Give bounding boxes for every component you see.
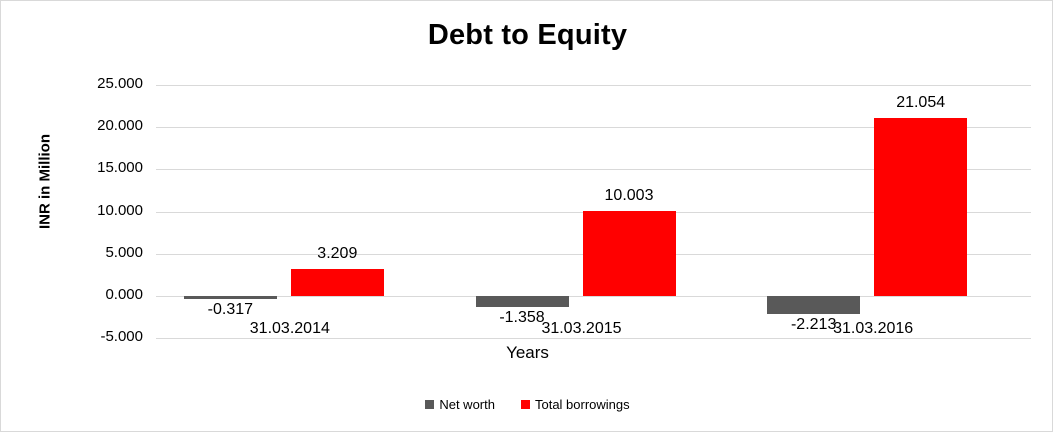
gridline	[156, 127, 1031, 129]
gridline	[156, 338, 1031, 339]
bar-total-borrowings	[290, 268, 384, 296]
chart-legend: Net worth Total borrowings	[1, 397, 1052, 412]
chart-title: Debt to Equity	[427, 19, 628, 51]
gridline	[156, 295, 1031, 297]
legend-swatch-icon	[425, 400, 435, 409]
y-axis-tick-label: 25.000	[97, 75, 143, 92]
y-axis-tick-label: 10.000	[97, 201, 143, 219]
data-label: -2.213	[790, 316, 837, 334]
data-label: 21.054	[896, 94, 946, 112]
x-axis-category-label: 31.03.2016	[833, 319, 914, 337]
legend-label: Total borrowings	[534, 397, 630, 412]
y-axis-tick-label: 0.000	[105, 285, 143, 303]
bar-total-borrowings	[874, 118, 968, 296]
bar-total-borrowings	[582, 211, 676, 296]
y-axis-tick-label: 15.000	[97, 159, 143, 177]
legend-item-total-borrowings[interactable]: Total borrowings	[520, 397, 630, 412]
gridline	[156, 85, 1031, 86]
bar-net-worth	[767, 295, 861, 315]
data-label: -0.317	[207, 300, 254, 318]
data-label: 3.209	[317, 244, 358, 262]
legend-swatch-icon	[520, 400, 530, 409]
bar-net-worth	[183, 295, 277, 299]
gridline	[156, 169, 1031, 171]
y-axis-tick-label: 20.000	[97, 117, 143, 135]
y-axis-tick-label: -5.000	[100, 328, 143, 345]
x-axis-title: Years	[506, 343, 549, 362]
y-axis-tick-label: 5.000	[105, 243, 143, 261]
data-label: -1.358	[499, 309, 545, 327]
data-label: 10.003	[604, 187, 654, 205]
x-axis-category-label: 31.03.2015	[541, 319, 622, 337]
plot-area: 25.000 20.000 15.000 10.000 5.000 0.000 -5.000…	[97, 75, 1031, 345]
legend-label: Net worth	[439, 397, 495, 412]
bar-net-worth	[475, 295, 569, 308]
x-axis-category-label: 31.03.2014	[249, 319, 330, 337]
legend-item-net-worth[interactable]: Net worth	[425, 397, 495, 412]
